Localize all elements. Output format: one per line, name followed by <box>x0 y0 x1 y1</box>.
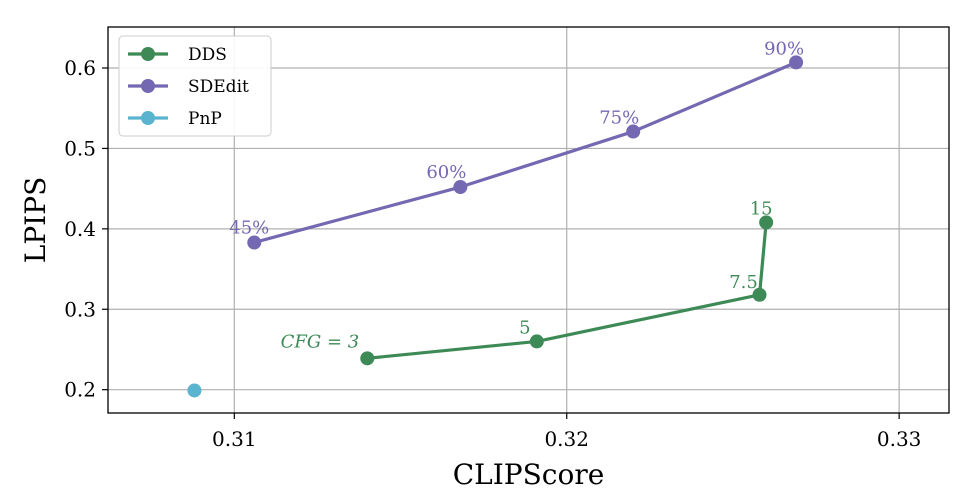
dds-legend-label: DDS <box>188 45 227 65</box>
sdedit-series-line <box>253 60 797 245</box>
sdedit-point-label: 90% <box>764 38 804 59</box>
sdedit-point <box>789 55 804 70</box>
sdedit-legend-label: SDEdit <box>188 77 249 97</box>
dds-series-line <box>367 222 768 360</box>
pnp-point <box>187 383 202 398</box>
legend-box <box>118 35 272 137</box>
y-tick-label: 0.3 <box>64 297 96 321</box>
sdedit-point-label: 75% <box>599 108 639 129</box>
dds-legend-marker <box>141 47 155 61</box>
dds-point-label: 7.5 <box>729 272 758 293</box>
x-tick-label: 0.32 <box>544 427 589 451</box>
pnp-legend-marker <box>141 111 155 125</box>
y-axis-title: LPIPS <box>19 177 52 264</box>
dds-point <box>752 287 767 302</box>
y-tick-label: 0.6 <box>64 56 96 80</box>
y-tick-label: 0.4 <box>64 217 96 241</box>
x-tick-label: 0.33 <box>877 427 922 451</box>
dds-point <box>360 351 375 366</box>
sdedit-point <box>453 180 468 195</box>
sdedit-point <box>626 124 641 139</box>
dds-point-label: CFG = 3 <box>281 331 360 352</box>
dds-point-label: 15 <box>750 198 773 219</box>
y-tick-label: 0.2 <box>64 378 96 402</box>
grid-layer <box>108 27 949 413</box>
y-tick-label: 0.5 <box>64 136 96 160</box>
series-layer <box>187 55 804 398</box>
sdedit-point <box>247 235 262 250</box>
axis-ticks: 0.31 0.32 0.33 0.2 0.3 0.4 0.5 0.6 <box>64 56 921 451</box>
sdedit-point-label: 60% <box>426 162 466 183</box>
point-labels: CFG = 3 5 7.5 15 45% 60% 75% 90% <box>229 38 804 352</box>
dds-point <box>759 215 774 230</box>
sdedit-legend-marker <box>141 79 155 93</box>
x-axis-title: CLIPScore <box>453 458 605 491</box>
pnp-legend-label: PnP <box>188 109 222 129</box>
sdedit-point-label: 45% <box>229 218 269 239</box>
legend: DDS SDEdit PnP <box>118 35 272 137</box>
x-tick-label: 0.31 <box>212 427 257 451</box>
dds-point-label: 5 <box>519 317 530 338</box>
plot-frame <box>107 26 950 414</box>
dds-point <box>529 334 544 349</box>
